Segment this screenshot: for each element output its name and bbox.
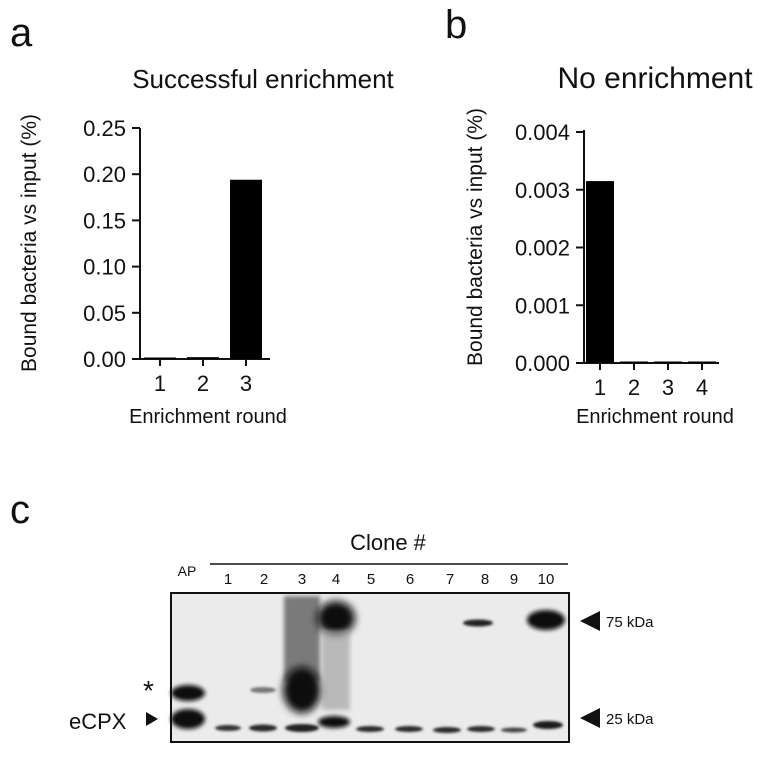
bar-round-2	[620, 361, 648, 363]
y-tick-label: 0.00	[83, 347, 126, 372]
lane-label: 10	[538, 571, 555, 588]
lane-labels: 1 2 3 4 5 6 7 8 9 10	[224, 571, 555, 588]
dimer-star: *	[143, 675, 154, 706]
blot-membrane	[170, 592, 570, 743]
bar-round-2	[187, 357, 219, 359]
band-lane3-25kda	[285, 724, 319, 732]
y-tick-label: 0.25	[83, 116, 126, 141]
chart-b-ylabel: Bound bacteria vs input (%)	[464, 108, 487, 366]
band-ap-upper	[171, 685, 205, 701]
blot-bands	[171, 596, 565, 733]
y-tick-label: 0.05	[83, 301, 126, 326]
band-lane9-25kda	[501, 727, 527, 733]
chart-a-xlabel: Enrichment round	[129, 406, 287, 428]
chart-a-y-ticks: 0.00 0.05 0.10 0.15 0.20 0.25	[83, 116, 140, 372]
band-lane8-75kda	[463, 619, 493, 627]
band-lane4-75kda	[317, 601, 355, 635]
band-lane1-25kda	[215, 725, 241, 731]
western-blot: Clone # AP 1 2 3 4 5 6 7 8 9 10	[69, 530, 654, 743]
lane-label: 4	[332, 571, 340, 588]
chart-a-title: Successful enrichment	[132, 64, 394, 94]
band-lane10-25kda	[533, 721, 563, 729]
chart-b: No enrichment Bound bacteria vs input (%…	[464, 62, 753, 428]
band-lane6-25kda	[395, 726, 423, 732]
chart-b-bars	[586, 181, 716, 363]
lane-label: 3	[298, 571, 306, 588]
x-tick-label: 2	[197, 371, 209, 396]
band-lane10-75kda	[527, 610, 565, 630]
x-tick-label: 2	[628, 375, 640, 400]
y-tick-label: 0.001	[515, 293, 570, 318]
band-lane7-25kda	[433, 727, 461, 733]
panel-c-letter: c	[10, 488, 30, 532]
marker-75kda-arrow	[580, 611, 600, 631]
chart-a-bars	[144, 179, 262, 359]
bar-round-3	[654, 361, 682, 363]
lane-label: 7	[446, 571, 454, 588]
lane-label: 6	[406, 571, 414, 588]
panel-b-letter: b	[445, 3, 467, 47]
lane-label: 1	[224, 571, 232, 588]
lane-label: 9	[510, 571, 518, 588]
chart-b-title: No enrichment	[557, 62, 753, 95]
band-lane8-25kda	[467, 726, 495, 732]
bar-round-4	[688, 361, 716, 363]
lane-label-ap: AP	[178, 563, 197, 579]
lane-label: 5	[367, 571, 375, 588]
y-tick-label: 0.000	[515, 351, 570, 376]
chart-a: Successful enrichment Bound bacteria vs …	[18, 64, 395, 428]
x-tick-label: 1	[154, 371, 166, 396]
band-lane3-smear	[284, 596, 320, 681]
bar-round-3	[230, 179, 262, 359]
lane-label: 2	[260, 571, 268, 588]
band-ap-lower	[171, 709, 205, 729]
bar-round-1	[144, 357, 176, 359]
ecpx-label: eCPX	[69, 709, 127, 734]
marker-75kda-label: 75 kDa	[606, 614, 654, 631]
blot-header: Clone #	[350, 530, 427, 555]
y-tick-label: 0.20	[83, 162, 126, 187]
y-tick-label: 0.002	[515, 236, 570, 261]
chart-a-x-ticks: 1 2 3	[154, 359, 252, 396]
marker-25kda-label: 25 kDa	[606, 711, 654, 728]
chart-b-xlabel: Enrichment round	[576, 406, 734, 428]
band-lane4-smear	[322, 630, 350, 710]
x-tick-label: 4	[696, 375, 708, 400]
chart-b-y-ticks: 0.000 0.001 0.002 0.003 0.004	[515, 120, 584, 376]
panel-a-letter: a	[10, 11, 33, 55]
ecpx-arrow	[146, 712, 158, 726]
x-tick-label: 1	[594, 375, 606, 400]
y-tick-label: 0.15	[83, 208, 126, 233]
bar-round-1	[586, 181, 614, 363]
y-tick-label: 0.004	[515, 120, 570, 145]
lane-label: 8	[481, 571, 489, 588]
band-lane2-mid	[250, 687, 276, 693]
band-lane3-strong	[283, 667, 321, 713]
y-tick-label: 0.10	[83, 255, 126, 280]
band-lane2-25kda	[249, 724, 277, 732]
chart-a-ylabel: Bound bacteria vs input (%)	[18, 114, 41, 372]
y-tick-label: 0.003	[515, 178, 570, 203]
marker-25kda-arrow	[580, 708, 600, 728]
x-tick-label: 3	[662, 375, 674, 400]
band-lane5-25kda	[356, 726, 384, 732]
x-tick-label: 3	[240, 371, 252, 396]
band-lane4-25kda	[318, 716, 350, 728]
